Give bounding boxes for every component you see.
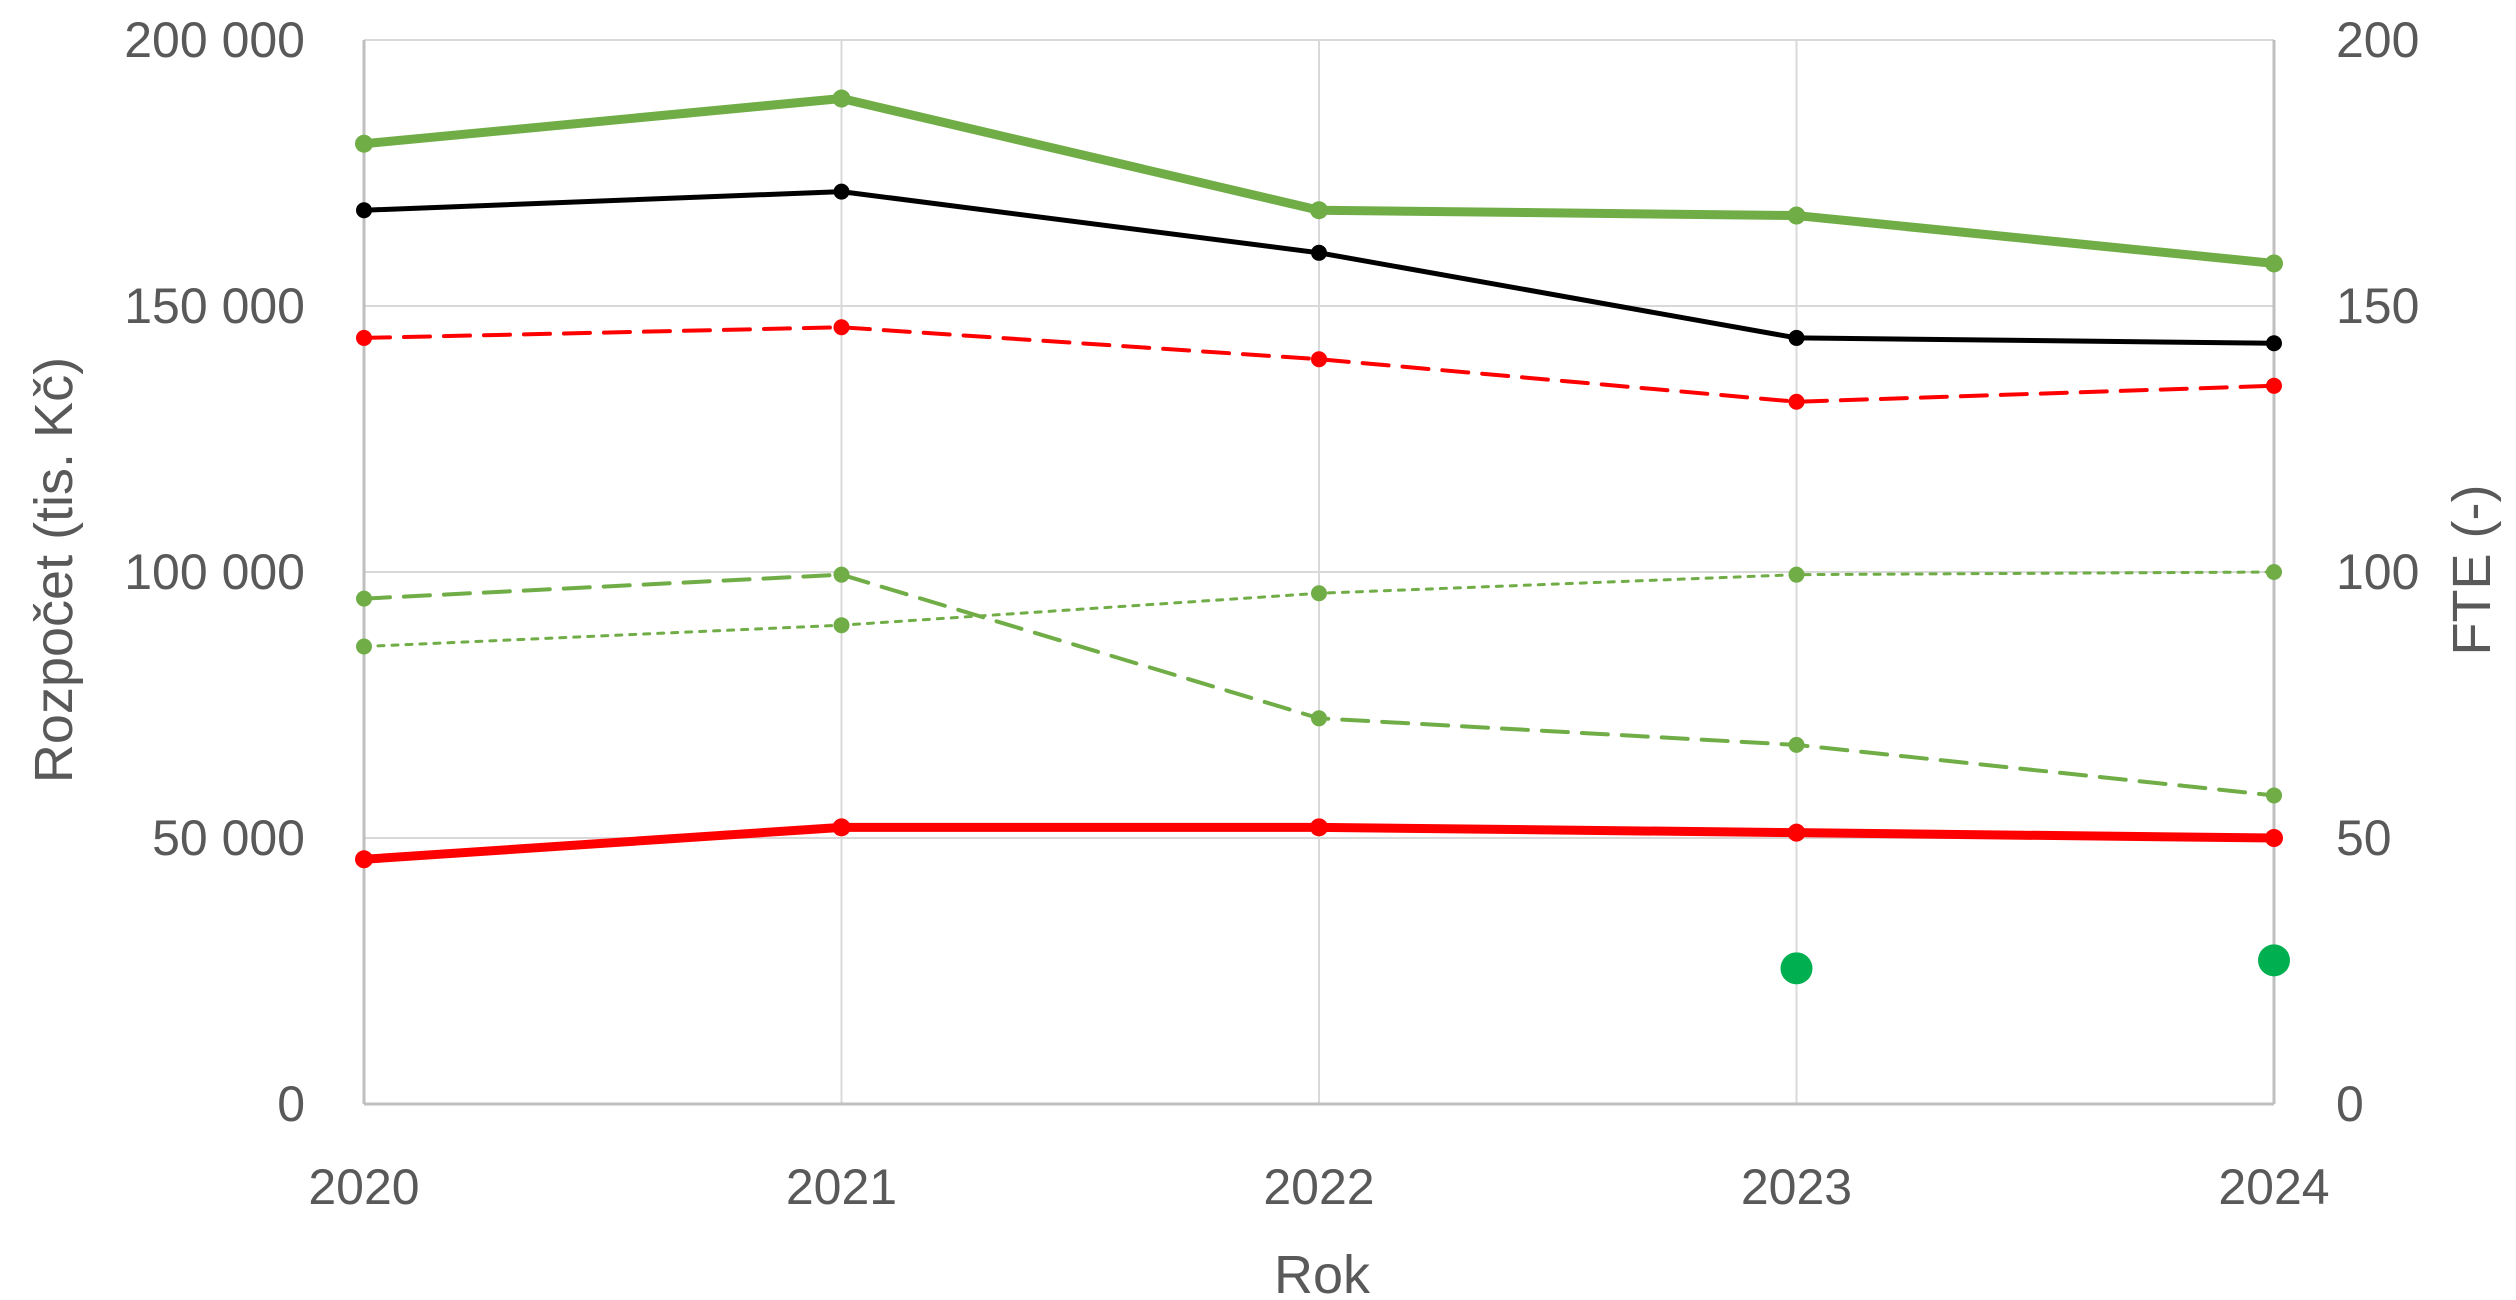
data-point <box>1311 351 1327 368</box>
series-group <box>355 89 2290 985</box>
x-ticks: 2020 2021 2022 2023 2024 <box>308 1159 2329 1215</box>
data-point <box>833 566 850 583</box>
series-1 <box>355 89 2283 273</box>
data-point <box>1311 710 1327 727</box>
data-point <box>2258 944 2290 977</box>
data-point <box>2266 335 2282 352</box>
y-tick-label: 200 000 <box>124 12 305 68</box>
series-4 <box>356 566 2282 804</box>
data-point <box>1787 206 1806 225</box>
series-3 <box>356 319 2282 410</box>
data-point <box>1788 736 1805 753</box>
x-tick-label: 2024 <box>2218 1159 2329 1215</box>
data-point <box>1311 585 1327 602</box>
x-tick-label: 2020 <box>308 1159 419 1215</box>
data-point <box>1310 201 1328 220</box>
data-point <box>2266 377 2282 394</box>
x-tick-label: 2023 <box>1741 1159 1852 1215</box>
data-point <box>356 638 372 655</box>
series-line <box>362 325 2276 404</box>
data-point <box>1788 393 1805 410</box>
data-point <box>2266 564 2282 580</box>
data-point <box>832 818 851 837</box>
y2-tick-label: 100 <box>2336 544 2419 600</box>
data-point <box>356 590 372 607</box>
y2-tick-label: 0 <box>2336 1076 2364 1132</box>
y-tick-label: 50 000 <box>152 810 305 866</box>
data-point <box>833 617 850 634</box>
series-5 <box>356 564 2282 655</box>
y2-tick-label: 50 <box>2336 810 2392 866</box>
y-axis-title: Rozpočet (tis. Kč) <box>24 357 84 783</box>
data-point <box>356 329 372 346</box>
left-y-ticks: 0 50 000 100 000 150 000 200 000 <box>124 12 305 1132</box>
y2-axis-title: FTE (-) <box>2442 485 2502 656</box>
data-point <box>833 183 850 200</box>
data-point <box>355 850 373 869</box>
data-point <box>1311 244 1327 261</box>
data-point <box>1780 952 1813 985</box>
data-point <box>1310 818 1328 837</box>
y-tick-label: 100 000 <box>124 544 305 600</box>
y2-tick-label: 200 <box>2336 12 2419 68</box>
series-6 <box>355 818 2283 869</box>
x-tick-label: 2022 <box>1263 1159 1374 1215</box>
y-tick-label: 0 <box>277 1076 305 1132</box>
data-point <box>356 202 372 219</box>
x-tick-label: 2021 <box>786 1159 897 1215</box>
data-point <box>2266 787 2282 804</box>
data-point <box>1787 823 1806 842</box>
data-point <box>2265 829 2283 847</box>
data-point <box>1788 566 1805 583</box>
data-point <box>1788 329 1805 346</box>
data-point <box>833 319 850 336</box>
data-point <box>832 89 851 108</box>
data-point <box>2265 254 2283 273</box>
y-tick-label: 150 000 <box>124 278 305 334</box>
y2-tick-label: 150 <box>2336 278 2419 334</box>
x-axis-title: Rok <box>1274 1245 1371 1300</box>
right-y-ticks: 0 50 100 150 200 <box>2336 12 2419 1132</box>
data-point <box>355 134 373 153</box>
series-2 <box>356 183 2282 352</box>
series-7 <box>1780 944 2290 985</box>
